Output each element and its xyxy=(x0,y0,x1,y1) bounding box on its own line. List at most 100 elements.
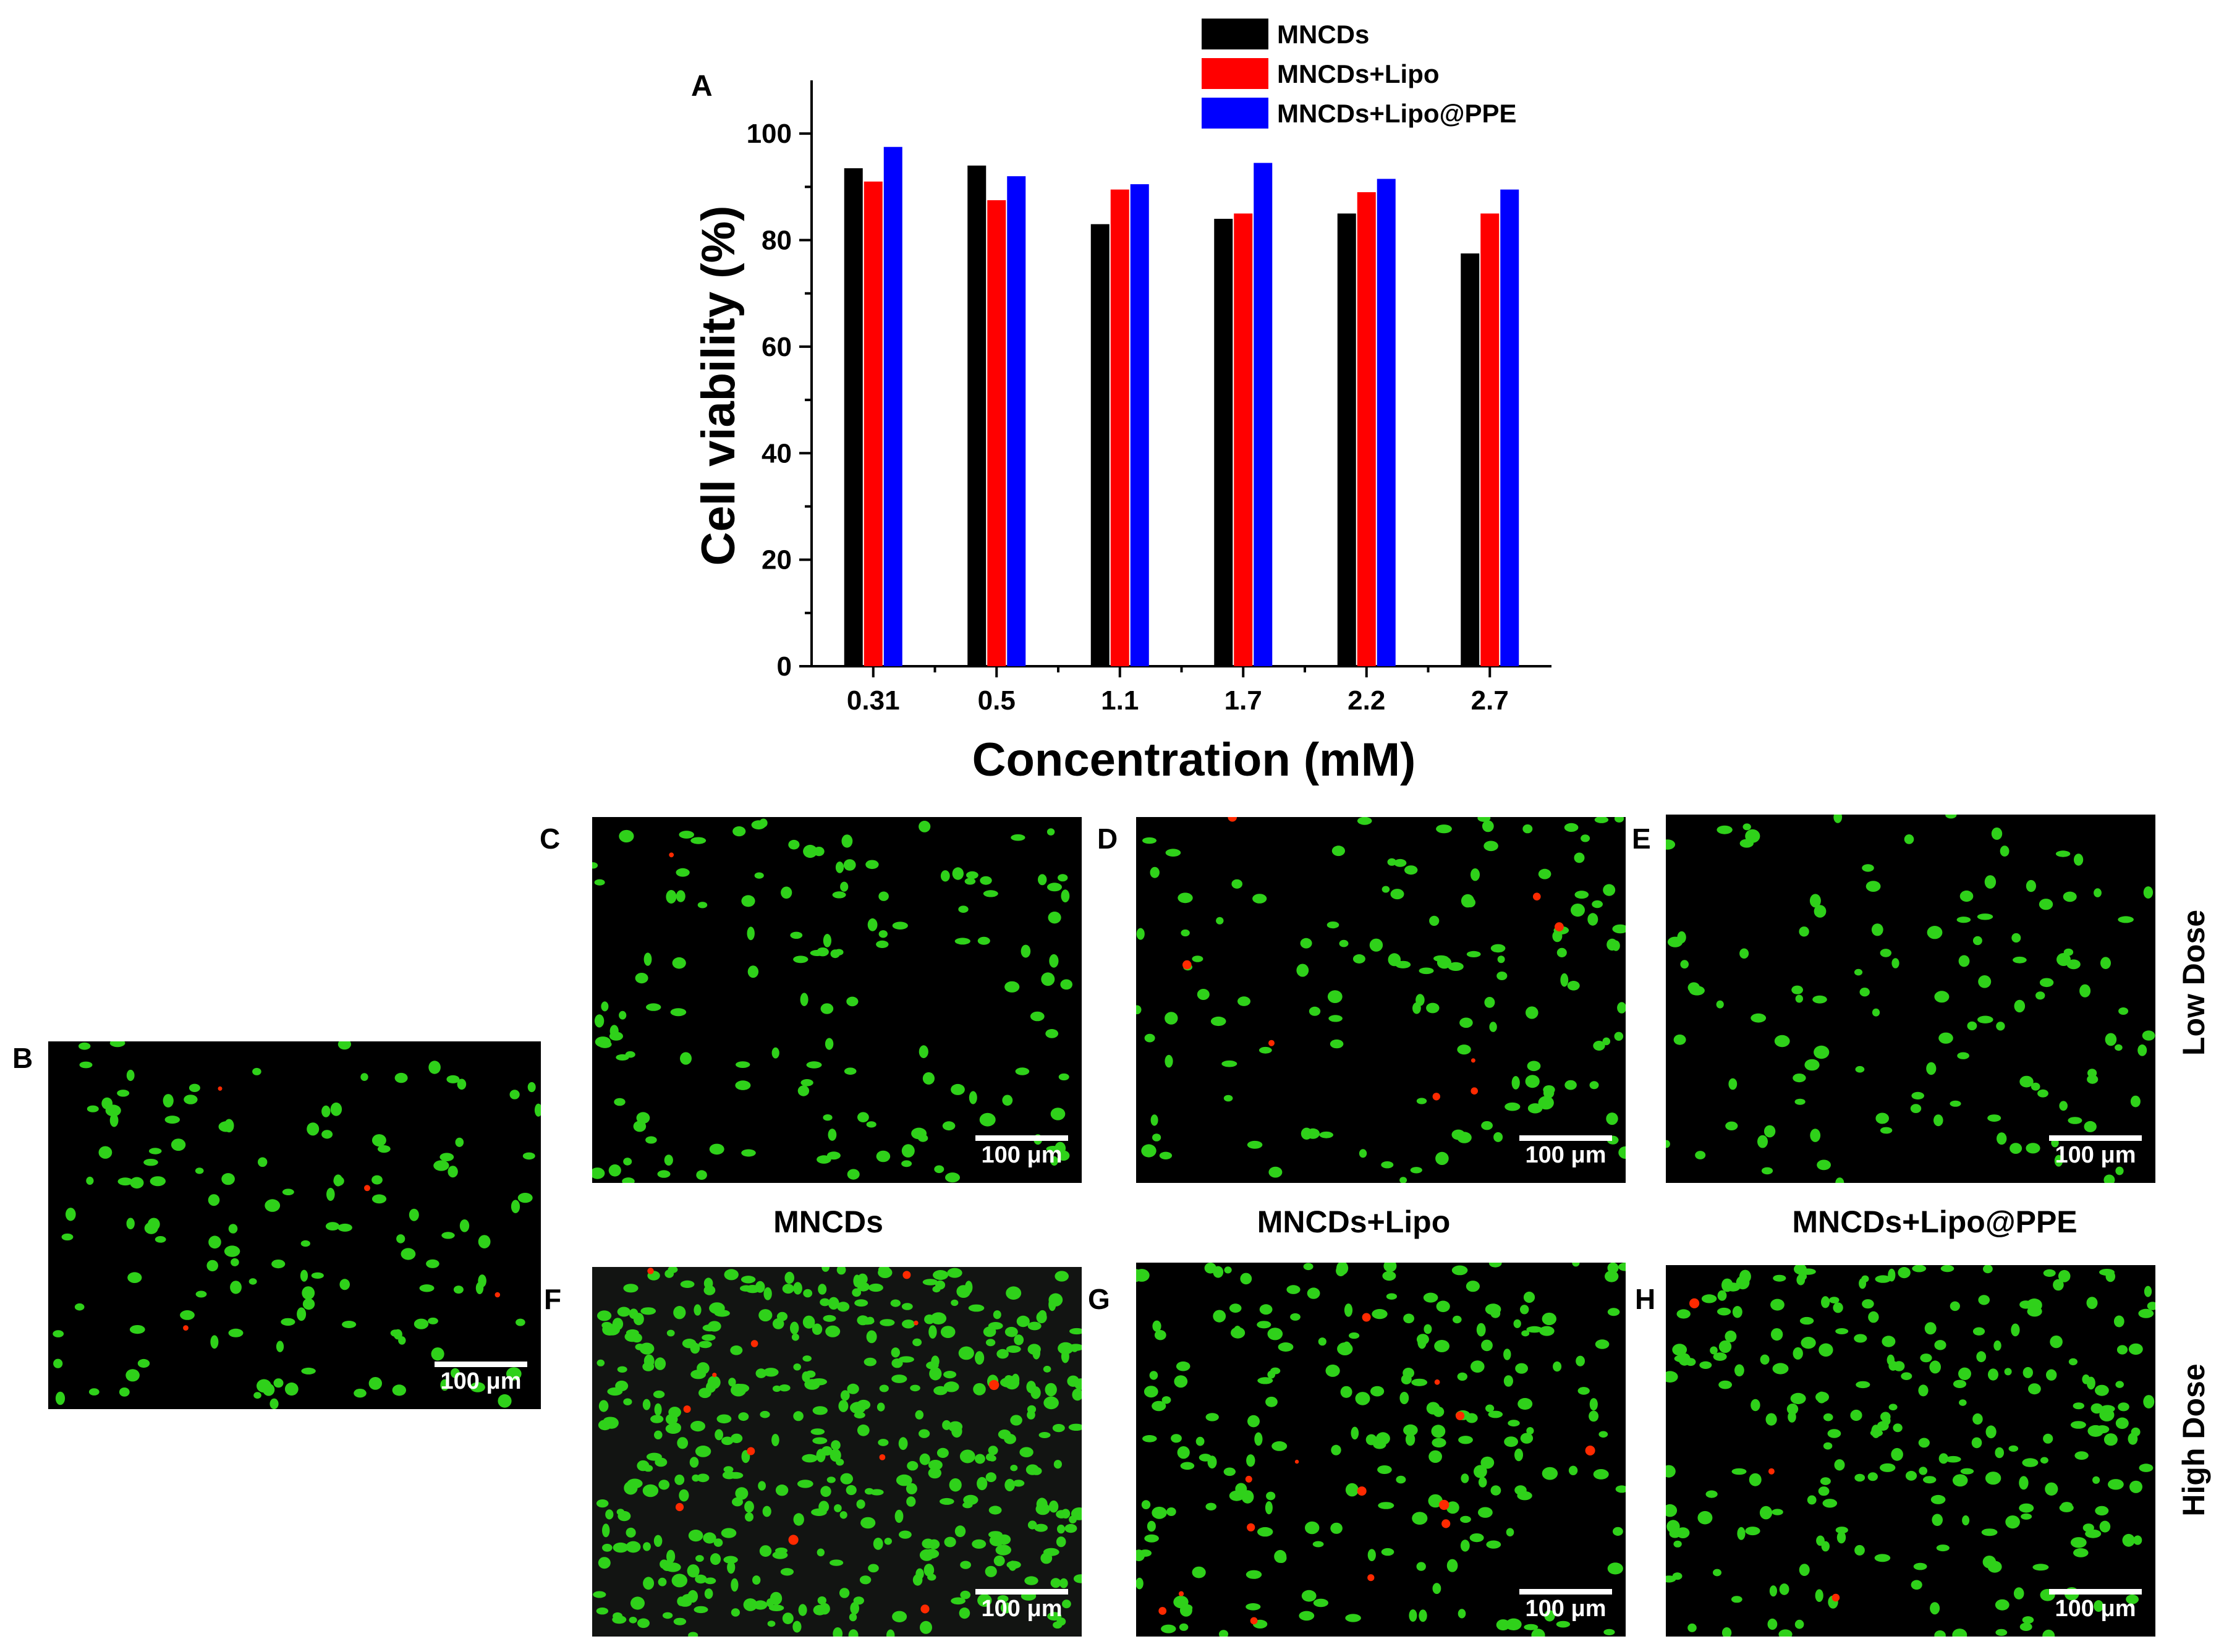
live-cell xyxy=(1666,1140,1670,1148)
live-cell xyxy=(695,1574,707,1584)
live-cell xyxy=(1953,1379,1967,1388)
live-cell xyxy=(2129,1480,2142,1493)
live-cell xyxy=(1218,1630,1229,1637)
live-cell xyxy=(1799,1564,1810,1576)
live-cell xyxy=(640,1307,656,1315)
live-cell xyxy=(2053,1279,2064,1291)
live-cell xyxy=(1731,1468,1747,1475)
live-cell xyxy=(1050,1108,1066,1120)
live-cell xyxy=(601,1001,609,1012)
live-cell xyxy=(723,1556,738,1564)
live-cell xyxy=(2126,1595,2139,1604)
live-cell xyxy=(1014,1334,1024,1345)
live-cell xyxy=(780,1568,794,1576)
live-cell xyxy=(1795,994,1803,1003)
live-cell xyxy=(2019,1622,2032,1631)
dead-cell xyxy=(1247,1523,1255,1531)
live-cell xyxy=(598,1400,609,1412)
live-cell xyxy=(1956,917,1971,923)
live-cell xyxy=(1893,1361,1905,1371)
bar-mncds-lipo-2 xyxy=(1110,189,1129,666)
live-cell xyxy=(1325,1364,1340,1377)
live-cell xyxy=(2019,1075,2034,1088)
live-cell xyxy=(1265,1501,1273,1515)
live-cell xyxy=(1144,1534,1159,1543)
live-cell xyxy=(1010,1465,1018,1472)
live-cell xyxy=(1836,1531,1846,1544)
live-cell xyxy=(1027,1321,1042,1331)
live-cell xyxy=(1871,923,1883,936)
live-cell xyxy=(636,1112,650,1124)
live-cell xyxy=(721,1436,734,1446)
live-cell xyxy=(2118,1402,2129,1412)
live-cell xyxy=(1924,1322,1937,1335)
scale-bar-label: 100 μm xyxy=(440,1368,522,1394)
live-cell xyxy=(1717,1307,1731,1316)
live-cell xyxy=(802,1315,815,1329)
live-cell xyxy=(1049,954,1059,968)
live-cell xyxy=(1950,1301,1960,1311)
live-cell xyxy=(1247,1415,1260,1428)
live-cell xyxy=(1319,1131,1333,1138)
live-cell xyxy=(2028,1383,2041,1395)
live-cell xyxy=(2092,1476,2100,1484)
live-cell xyxy=(630,1596,645,1610)
live-cell xyxy=(627,1478,643,1489)
live-cell xyxy=(668,1407,681,1418)
live-cell xyxy=(302,1286,315,1300)
live-cell xyxy=(2094,888,2102,897)
live-cell xyxy=(677,1437,689,1449)
scale-bar-label: 100 μm xyxy=(981,1142,1063,1168)
live-cell xyxy=(1195,1436,1205,1446)
live-cell xyxy=(826,1151,841,1160)
live-cell xyxy=(1488,1263,1502,1268)
scale-bar-label: 100 μm xyxy=(981,1596,1063,1622)
live-cell xyxy=(1345,1614,1361,1622)
live-cell xyxy=(1977,1015,1993,1023)
live-cell xyxy=(1205,1502,1216,1510)
live-cell xyxy=(1043,1548,1059,1556)
live-cell xyxy=(605,1509,614,1520)
viability-bar-chart: 0 20 40 60 80 100 0.31 0.5 1.1 1.7 2.2 2.7 Concentra… xyxy=(691,19,1551,786)
live-cell xyxy=(679,1489,689,1502)
live-cell xyxy=(1383,1263,1397,1273)
live-cell xyxy=(301,1367,316,1375)
live-cell xyxy=(945,1172,960,1183)
live-cell xyxy=(690,837,707,844)
live-cell xyxy=(951,1299,959,1307)
live-cell xyxy=(1466,951,1481,957)
live-cell xyxy=(988,1322,1003,1330)
live-cell xyxy=(896,1474,912,1486)
live-cell xyxy=(1993,1340,2001,1351)
live-cell xyxy=(664,1269,674,1278)
live-cell xyxy=(782,1284,794,1294)
row-label-low-dose: Low Dose xyxy=(2176,909,2211,1056)
live-cell xyxy=(1382,886,1390,893)
live-cell xyxy=(2130,1095,2141,1108)
live-cell xyxy=(1701,1294,1717,1303)
live-cell xyxy=(1367,1549,1376,1561)
live-cell xyxy=(977,1594,992,1607)
live-cell xyxy=(1474,1465,1487,1478)
live-cell xyxy=(1411,1378,1428,1386)
live-cell xyxy=(1478,1507,1493,1518)
x-tick-label-3: 1.7 xyxy=(1224,685,1262,716)
live-cell xyxy=(2094,1600,2103,1612)
scale-bar-label: 100 μm xyxy=(2055,1142,2136,1168)
live-cell xyxy=(1817,1391,1827,1404)
live-cell xyxy=(1247,1140,1263,1149)
live-cell xyxy=(755,1368,767,1378)
live-cell xyxy=(2042,1629,2055,1637)
live-cell xyxy=(1765,1413,1777,1426)
live-cell xyxy=(1912,1265,1927,1273)
panel-letter-c: C xyxy=(540,823,561,855)
live-cell xyxy=(619,1010,627,1020)
live-cell xyxy=(1874,1554,1891,1562)
live-cell xyxy=(2066,959,2081,970)
live-cell xyxy=(1192,955,1203,962)
dead-cell xyxy=(683,1405,691,1413)
micrograph-g: 100 μm xyxy=(1136,1263,1626,1637)
live-cell xyxy=(1919,1467,1928,1475)
live-cell xyxy=(1996,1022,2005,1031)
live-cell xyxy=(224,1245,240,1257)
